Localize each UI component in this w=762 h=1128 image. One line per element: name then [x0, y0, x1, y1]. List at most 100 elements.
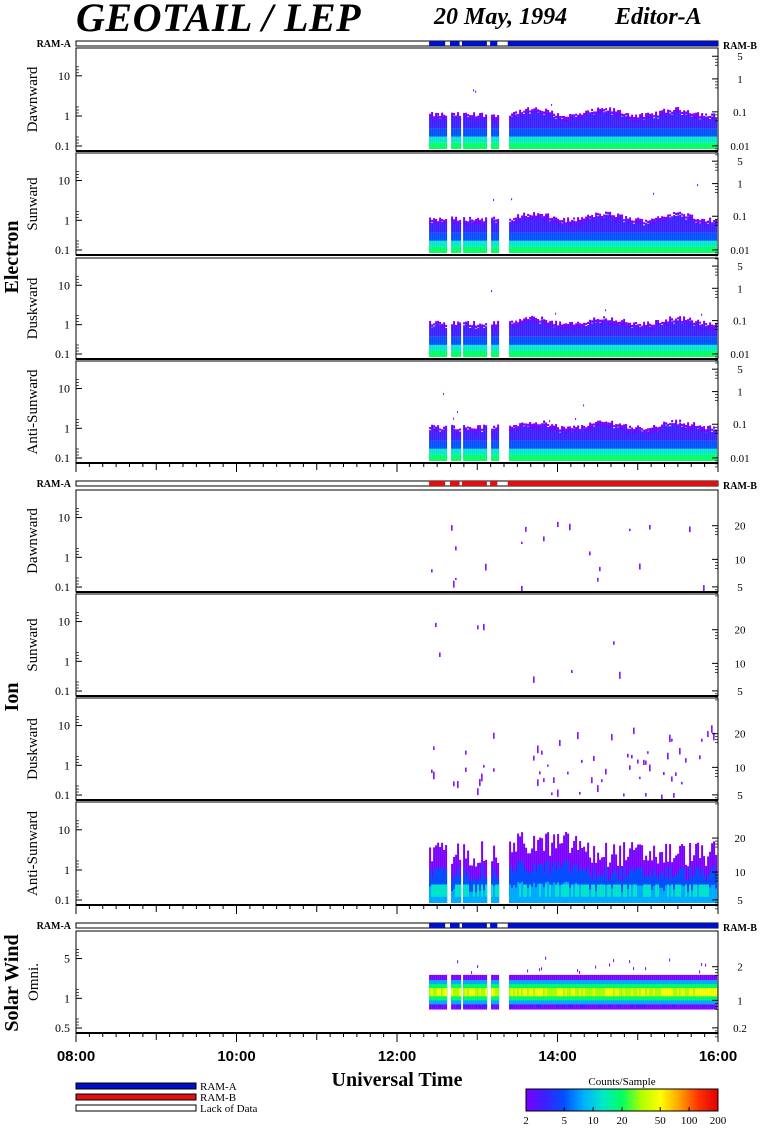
spectrogram-cell [583, 136, 586, 143]
spectrogram-cell [469, 891, 472, 903]
spectrogram-cell [437, 350, 440, 357]
spectrogram-cell [639, 117, 642, 129]
spectrogram-cell [451, 128, 454, 137]
spectrogram-cell [459, 344, 462, 351]
spectrogram-cell [649, 431, 652, 441]
right-tick-label: 0.01 [730, 453, 749, 465]
spectrogram-cell [595, 454, 598, 461]
spectrogram-cell [675, 321, 678, 337]
spectrogram-cell [495, 427, 498, 431]
spectrogram-cell [559, 988, 562, 997]
spectrogram-cell [671, 988, 674, 997]
spectrogram-cell [707, 240, 710, 247]
spectrogram-cell [549, 428, 552, 441]
spectrogram-cell [715, 429, 718, 434]
spectrogram-cell [463, 136, 466, 143]
spectrogram-cell [471, 118, 474, 129]
spectrogram-cell [705, 344, 708, 351]
spectrogram-cell [619, 324, 622, 337]
spectrogram-cell [551, 103, 553, 106]
spectrogram-cell [521, 320, 524, 325]
spectrogram-cell [621, 336, 624, 345]
spectrogram-cell [667, 246, 670, 253]
spectrogram-cell [653, 885, 656, 903]
spectrogram-cell [479, 128, 482, 137]
spectrogram-cell [467, 454, 470, 461]
spectrogram-cell [611, 111, 614, 114]
spectrogram-cell [443, 117, 446, 129]
spectrogram-cell [563, 115, 566, 122]
spectrogram-cell [463, 232, 466, 241]
spectrogram-cell [627, 325, 630, 337]
spectrogram-cell [435, 219, 438, 224]
spectrogram-cell [599, 128, 602, 137]
spectrogram-cell [673, 323, 676, 337]
spectrogram-cell [643, 884, 646, 897]
spectrogram-cell [709, 322, 712, 329]
spectrogram-cell [439, 350, 442, 357]
spectrogram-cell [529, 113, 532, 129]
spectrogram-cell [695, 448, 698, 455]
spectrogram-cell [655, 240, 658, 247]
spectrogram-cell [585, 128, 588, 137]
spectrogram-cell [581, 128, 584, 137]
spectrogram-cell [689, 142, 692, 149]
spectrogram-cell [677, 106, 680, 113]
legend-label: Lack of Data [200, 1103, 258, 1115]
spectrogram-cell [675, 142, 678, 149]
spectrogram-cell [515, 887, 518, 903]
spectrogram-cell [437, 142, 440, 149]
spectrogram-cell [555, 142, 558, 149]
spectrogram-cell [571, 232, 574, 241]
spectrogram-cell [511, 988, 514, 997]
spectrogram-cell [555, 118, 558, 129]
spectrogram-cell [603, 344, 606, 351]
spectrogram-cell [641, 988, 644, 997]
spectrogram-cell [617, 350, 620, 357]
spectrogram-cell [703, 320, 706, 324]
spectrogram-cell [569, 221, 572, 227]
spectrogram-cell [671, 136, 674, 143]
spectrogram-cell [569, 336, 572, 345]
spectrogram-cell [529, 448, 532, 455]
ram-a-label: RAM-A [37, 479, 72, 490]
right-tick-label: 10 [735, 554, 747, 566]
spectrogram-cell [463, 884, 466, 897]
spectrogram-cell [585, 232, 588, 241]
spectrogram-cell [621, 320, 624, 326]
spectrogram-cell [485, 425, 488, 429]
spectrogram-cell [563, 454, 566, 461]
spectrogram-cell [557, 336, 560, 345]
spectrogram-cell [683, 319, 686, 337]
spectrogram-cell [623, 321, 626, 337]
spectrogram-cell [711, 240, 714, 247]
spectrogram-cell [633, 350, 636, 357]
left-tick-label: 0.1 [55, 451, 70, 465]
time-tick-label: 16:00 [699, 1048, 737, 1065]
spectrogram-cell [631, 142, 634, 149]
left-tick-label: 0.1 [55, 893, 70, 907]
spectrogram-cell [515, 336, 518, 345]
spectrogram-cell [569, 440, 572, 449]
spectrogram-cell [621, 891, 624, 903]
spectrogram-cell [467, 224, 470, 233]
spectrogram-cell [463, 988, 466, 997]
spectrogram-cell [605, 214, 608, 233]
spectrogram-cell [469, 440, 472, 449]
spectrogram-cell [671, 219, 674, 233]
spectrogram-cell [541, 240, 544, 247]
spectrogram-cell [599, 319, 602, 323]
spectrogram-cell [459, 336, 462, 345]
spectrogram-cell [491, 454, 494, 461]
spectrogram-cell [513, 128, 516, 137]
spectrogram-cell [689, 425, 692, 432]
spectrogram-cell [573, 448, 576, 455]
spectrogram-cell [543, 448, 546, 455]
spectrogram-cell [551, 217, 554, 224]
spectrogram-cell [601, 128, 604, 137]
spectrogram-cell [693, 425, 696, 441]
spectrogram-cell [639, 218, 642, 223]
spectrogram-cell [577, 344, 580, 351]
spectrogram-cell [645, 350, 648, 357]
right-tick-label: 1 [737, 283, 743, 295]
